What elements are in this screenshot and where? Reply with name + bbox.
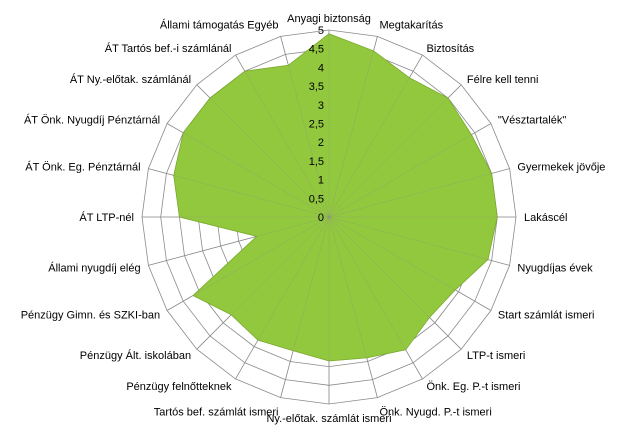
category-label: Önk. Nyugd. P.-t ismeri (380, 406, 492, 418)
spoke-overlay-line (328, 54, 423, 218)
tick-layer: 0 0,5 1 1,5 2 2,5 3 3,5 4 4,5 5 (309, 25, 324, 224)
spoke-overlay-line (148, 168, 330, 218)
tick-label: 2,5 (309, 119, 324, 131)
category-label: "Vésztartalék" (498, 115, 566, 127)
category-label: Lakáscél (524, 212, 567, 224)
tick-label: 0,5 (309, 193, 324, 205)
category-label: ÁT LTP-nél (79, 211, 134, 224)
tick-label: 1,5 (309, 156, 324, 168)
spoke-overlay-line (196, 216, 330, 350)
category-label: ÁT Önk. Nyugdíj Pénztárnál (24, 114, 160, 127)
series-area (173, 33, 498, 362)
tick-label: 3,5 (309, 81, 324, 93)
category-label: Biztosítás (427, 43, 475, 55)
spoke-overlay-line (328, 216, 492, 311)
category-label: Start számlát ismeri (498, 310, 595, 322)
category-label: Pénzügy felnőtteknek (126, 381, 232, 393)
category-label: Nyugdíjas évek (517, 263, 593, 275)
category-label: Pénzügy Gimn. és SZKI-ban (21, 310, 160, 322)
spoke-overlay-line (166, 216, 330, 311)
spoke-overlay-line (328, 216, 378, 398)
category-label: ÁT Tartós bef.-i számlánál (105, 42, 232, 55)
category-label: ÁT Ny.-előtak. számlánál (70, 73, 191, 86)
category-label: Félre kell tenni (467, 74, 539, 86)
spoke-overlay-line (328, 216, 462, 350)
category-label: Gyermekek jövője (517, 162, 605, 174)
spoke-overlay-line (148, 216, 330, 266)
tick-label: 1 (318, 175, 324, 187)
category-label: Önk. Eg. P.-t ismeri (427, 381, 521, 393)
spoke-overlay-line (328, 216, 423, 380)
spoke-overlay-line (280, 36, 330, 218)
spoke-overlay-line (235, 216, 330, 380)
spoke-overlay-line (196, 84, 330, 218)
spoke-overlay-line (280, 216, 330, 398)
label-layer: Anyagi biztonság Megtakarítás Biztosítás Fé… (21, 13, 606, 425)
category-label: Állami nyugdíj elég (48, 262, 140, 275)
tick-label: 3 (318, 100, 324, 112)
tick-label: 4,5 (309, 44, 324, 56)
spoke-overlay-line (328, 36, 378, 218)
spoke-overlay-line (328, 168, 510, 218)
spoke-overlay-line (235, 54, 330, 218)
tick-label: 0 (318, 212, 324, 224)
spoke-overlay-line (328, 123, 492, 218)
category-label: Anyagi biztonság (287, 13, 371, 25)
spoke-overlay-line (166, 123, 330, 218)
tick-label: 5 (318, 25, 324, 37)
series-layer (142, 30, 516, 404)
category-label: Tartós bef. számlát ismeri (154, 406, 279, 418)
tick-label: 4 (318, 62, 324, 74)
spoke-overlay-line (328, 84, 462, 218)
category-label: Pénzügy Ált. iskolában (80, 349, 191, 362)
tick-label: 2 (318, 137, 324, 149)
category-label: ÁT Önk. Eg. Pénztárnál (25, 161, 140, 174)
category-label: Ny.-előtak. számlát ismeri (266, 413, 391, 425)
spoke-overlay-line (328, 216, 510, 266)
category-label: LTP-t ismeri (467, 350, 525, 362)
category-label: Megtakarítás (380, 20, 444, 32)
category-label: Állami támogatás Egyéb (160, 19, 279, 32)
